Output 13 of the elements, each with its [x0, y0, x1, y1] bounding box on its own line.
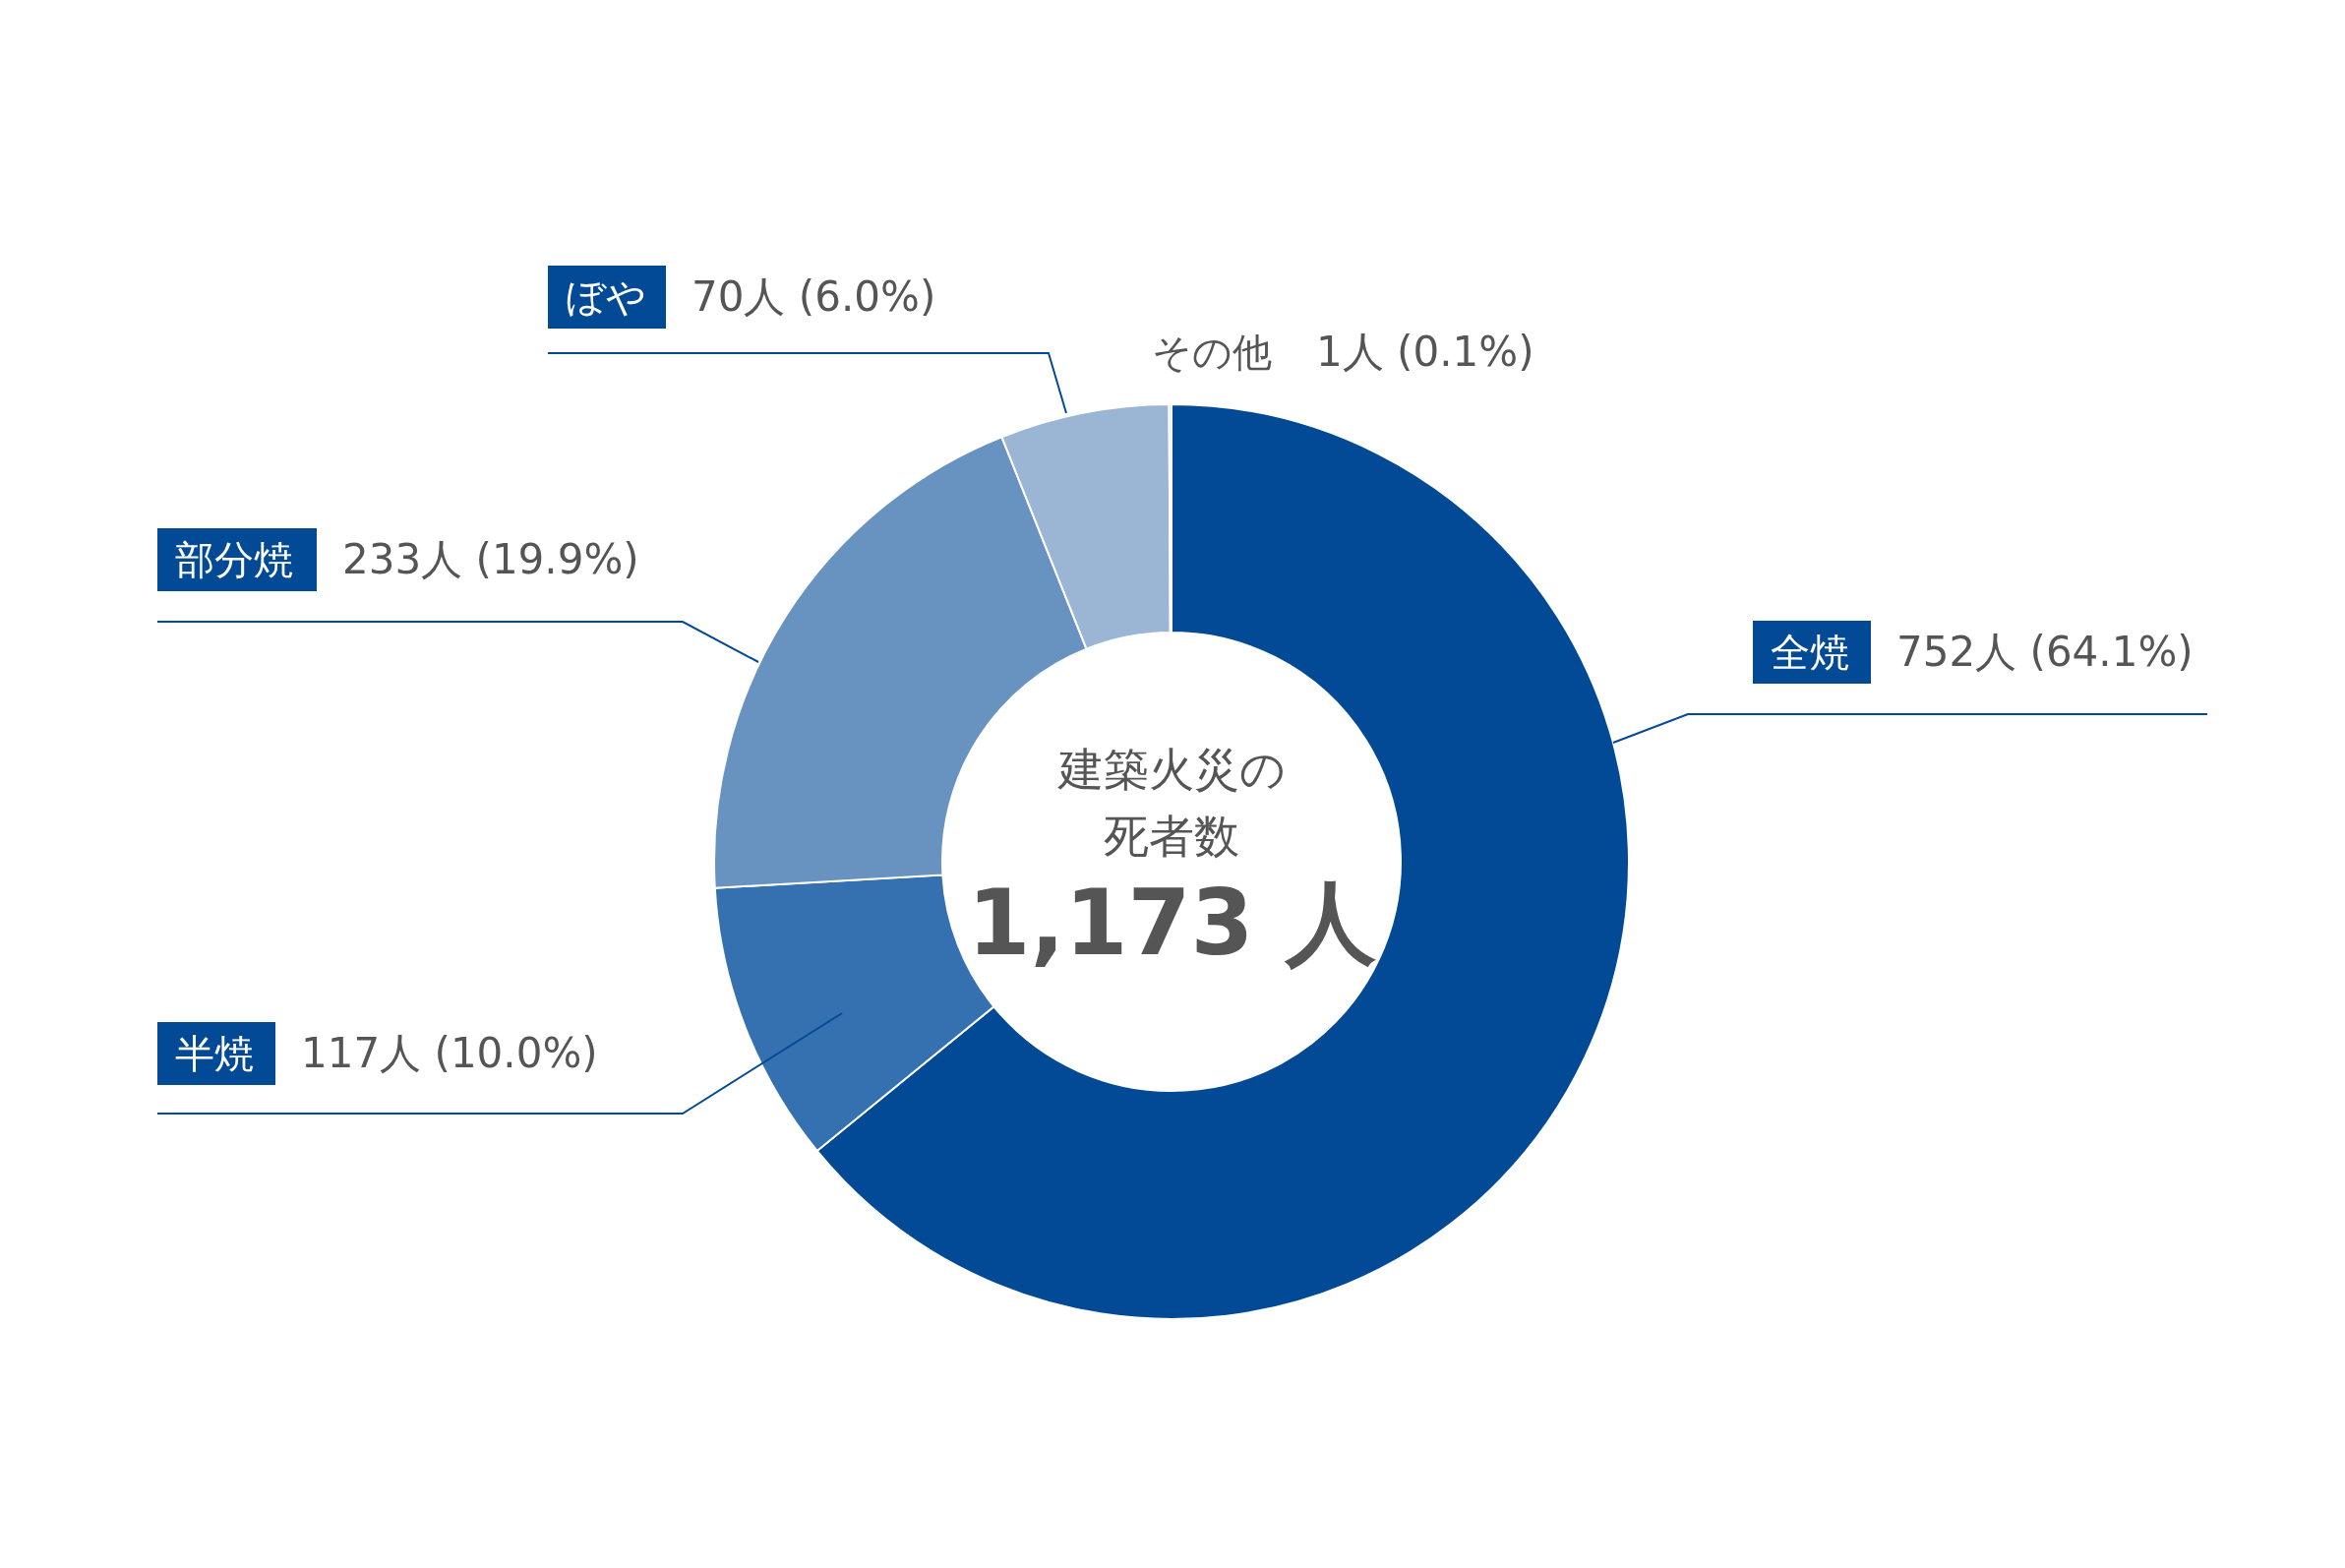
slice-label: ぼや [566, 274, 646, 320]
slice-label: 全焼 [1771, 630, 1849, 675]
text: 1,173 人 [967, 871, 1376, 976]
text: 死者数 [1104, 810, 1239, 863]
text: 建築火災の [1056, 743, 1286, 796]
slice-label: 部分焼 [175, 537, 293, 582]
data-label: 70人 (6.0%) [691, 272, 936, 321]
data-label: 233人 (19.9%) [342, 535, 639, 583]
data-label: 752人 (64.1%) [1896, 628, 2194, 676]
data-label: 117人 (10.0%) [301, 1029, 598, 1077]
slice-label: その他 [1152, 330, 1272, 375]
data-label: 1人 (0.1%) [1316, 328, 1534, 376]
slice-label: 半焼 [175, 1031, 254, 1076]
